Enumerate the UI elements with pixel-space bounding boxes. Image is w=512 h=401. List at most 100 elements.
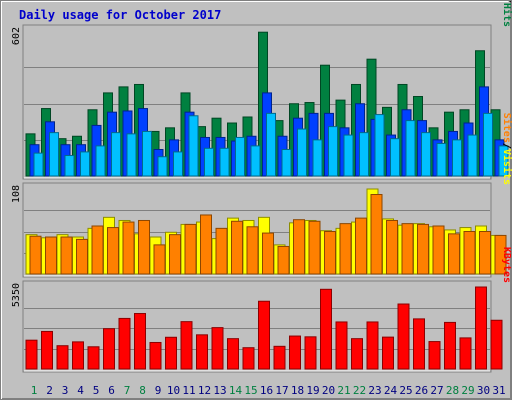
kbytes-kbytes-bar [118,317,131,370]
day-label: 30 [477,384,490,397]
hits-files-pages-legend: Pages/Files/Hits [501,1,512,27]
visits-sites-legend: Sites/Visits [501,113,512,185]
visits-sites-sites-bar [107,227,119,275]
visits-sites-sites-bar [432,225,445,275]
day-label: 11 [182,384,195,397]
day-label: 22 [353,384,366,397]
hits-files-pages-pages-bar [204,147,214,177]
visits-sites-sites-bar [479,231,491,275]
kbytes-kbytes-bar [289,335,301,370]
visits-sites-sites-bar [324,231,336,275]
hits-files-pages-max-label: 602 [11,27,22,45]
kbytes-kbytes-bar [87,346,100,370]
visits-sites-sites-bar [386,219,398,275]
day-label: 16 [260,384,273,397]
kbytes-kbytes-bar [335,321,348,370]
kbytes-kbytes-bar [196,334,208,370]
legend-visits: Visits [501,149,512,185]
hits-files-pages-pages-bar [111,132,121,177]
kbytes-kbytes-bar [103,328,115,370]
visits-sites-sites-bar [45,236,57,275]
visits-sites-sites-bar [122,221,135,275]
visits-sites-sites-bar [169,234,181,275]
kbytes-kbytes-bar [25,339,38,370]
kbytes-kbytes-bar [134,313,146,370]
kbytes-kbytes-bar [490,319,503,370]
day-label: 29 [461,384,474,397]
day-label: 20 [322,384,335,397]
day-label: 6 [108,384,115,397]
visits-sites-sites-bar [370,194,383,275]
day-label: 7 [124,384,131,397]
kbytes-kbytes-bar [41,330,53,370]
day-label: 12 [198,384,211,397]
day-label: 13 [213,384,226,397]
visits-sites-sites-bar [339,223,352,275]
hits-files-pages-pages-bar [312,139,323,177]
visits-sites-sites-bar [76,238,88,275]
visits-sites-sites-bar [91,225,104,275]
day-label: 24 [384,384,398,397]
kbytes-kbytes-bar [56,345,69,370]
kbytes-max-label: 5350 [11,283,22,307]
day-label: 19 [306,384,319,397]
visits-sites-sites-bar [184,223,197,275]
visits-sites-sites-bar [401,223,414,275]
visits-sites-sites-bar [293,219,305,275]
day-label: 14 [229,384,243,397]
visits-sites-sites-bar [494,234,507,275]
hits-files-pages-pages-bar [436,142,447,177]
kbytes-panel: 5350 KBytes [11,247,512,373]
kbytes-kbytes-bar [242,347,255,370]
hits-files-pages-pages-bar [483,112,493,177]
hits-files-pages-pages-bar [405,120,416,177]
visits-sites-sites-bar [308,220,321,275]
hits-files-pages-pages-bar [157,156,168,177]
day-label: 18 [291,384,304,397]
kbytes-kbytes-bar [459,337,472,370]
kbytes-kbytes-bar [397,303,410,370]
hits-files-pages-pages-bar [80,151,90,177]
visits-sites-sites-bar [215,227,228,275]
chart-title: Daily usage for October 2017 [19,8,222,22]
kbytes-kbytes-bar [428,341,441,370]
hits-files-pages-pages-bar [359,132,369,177]
kbytes-kbytes-bar [273,345,286,370]
kbytes-kbytes-bar [320,288,332,370]
hits-files-pages-pages-bar [467,134,478,177]
kbytes-kbytes-bar [444,321,456,370]
visits-sites-sites-bar [231,220,243,275]
day-label: 3 [62,384,69,397]
day-label: 26 [415,384,428,397]
hits-files-pages-pages-bar [343,134,354,177]
hits-files-pages-pages-bar [390,138,400,177]
visits-sites-sites-bar [355,217,367,275]
legend-kbytes: KBytes [501,247,512,283]
visits-sites-sites-bar [277,245,290,275]
hits-files-pages-pages-bar [49,132,59,177]
day-label: 2 [46,384,53,397]
visits-sites-sites-bar [138,219,150,275]
kbytes-kbytes-bar [165,336,177,370]
visits-sites-sites-bar [417,223,429,275]
hits-files-pages-pages-bar [126,133,137,177]
hits-files-pages-pages-bar [297,128,307,177]
hits-files-pages-pages-bar [188,115,199,177]
legend-hits: Hits [501,3,512,27]
visits-sites-sites-bar [246,226,259,275]
kbytes-kbytes-bar [149,341,162,370]
kbytes-kbytes-bar [227,338,239,370]
hits-files-pages-pages-bar [235,136,245,177]
day-label: 15 [244,384,257,397]
hits-files-pages-pages-bar [142,130,152,177]
legend-separator: / [501,143,512,149]
visits-sites-sites-bar [200,214,212,275]
hits-files-pages-pages-bar [452,139,462,177]
hits-files-pages-pages-bar [173,151,183,177]
kbytes-legend: KBytes [501,247,512,283]
visits-sites-sites-bar [448,233,460,275]
kbytes-kbytes-bar [382,336,394,370]
hits-files-pages-pages-bar [64,155,75,177]
kbytes-kbytes-bar [304,336,317,370]
